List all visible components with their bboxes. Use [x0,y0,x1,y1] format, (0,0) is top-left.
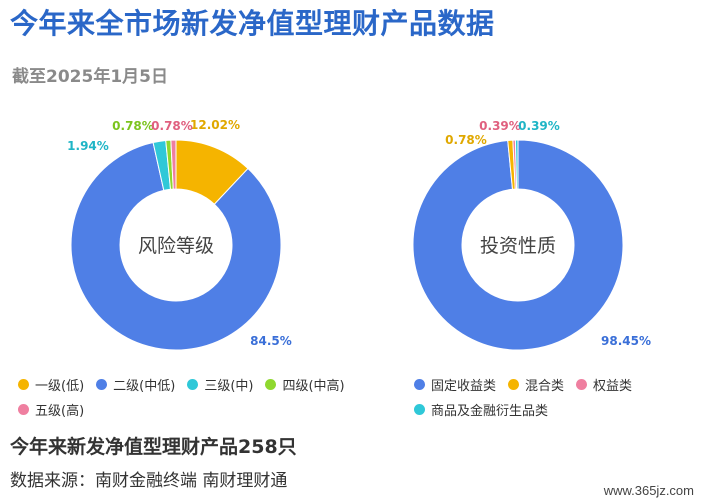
legend-dot-icon [576,379,588,390]
donut-slice [514,139,519,190]
legend-dot-icon [18,379,29,390]
donut-slice [412,139,624,351]
donut-slice [170,139,177,190]
donut-slice [70,141,282,351]
slice-data-label: 98.45% [601,334,651,348]
slice-data-label: 0.78% [112,119,154,133]
slice-data-label: 1.94% [67,139,109,153]
legend-item[interactable]: 二级(中低) [96,375,175,394]
legend-label: 四级(中高) [282,379,345,394]
risk-level-legend: 一级(低) 二级(中低) 三级(中) 四级(中高) 五级(高) [18,375,348,419]
legend-dot-icon [18,404,29,415]
legend-label: 二级(中低) [113,379,176,394]
legend-label: 固定收益类 [431,379,497,394]
investment-type-legend: 固定收益类 混合类 权益类商品及金融衍生品类 [414,375,694,419]
slice-data-label: 12.02% [190,118,240,132]
legend-dot-icon [96,379,108,390]
slice-data-label: 0.78% [151,119,193,133]
legend-dot-icon [265,379,277,390]
legend-dot-icon [414,404,425,415]
legend-dot-icon [508,379,520,390]
product-count-text: 今年来新发净值型理财产品258只 [10,436,297,458]
donut-center-label: 投资性质 [480,235,556,257]
legend-item[interactable]: 混合类 [508,375,564,394]
data-source-text: 数据来源：南财金融终端 南财理财通 [10,471,288,491]
legend-label: 三级(中) [204,379,254,394]
legend-item[interactable]: 一级(低) [18,375,84,394]
watermark-text: www.365jz.com [603,483,694,498]
legend-label: 商品及金融衍生品类 [431,404,549,419]
legend-label: 权益类 [593,379,633,394]
legend-item[interactable]: 商品及金融衍生品类 [414,400,548,419]
slice-data-label: 0.39% [479,119,521,133]
slice-data-label: 0.78% [445,133,487,147]
legend-label: 一级(低) [35,379,85,394]
slice-data-label: 0.39% [518,119,560,133]
legend-item[interactable]: 四级(中高) [265,375,345,394]
legend-item[interactable]: 权益类 [576,375,632,394]
donut-center-label: 风险等级 [138,235,214,257]
slice-data-label: 84.5% [250,334,292,348]
legend-dot-icon [187,379,199,390]
legend-item[interactable]: 三级(中) [187,375,253,394]
legend-dot-icon [414,379,425,390]
date-subtitle: 截至2025年1月5日 [12,67,168,87]
page-title: 今年来全市场新发净值型理财产品数据 [10,7,495,40]
legend-label: 五级(高) [35,404,85,419]
legend-item[interactable]: 五级(高) [18,400,84,419]
legend-item[interactable]: 固定收益类 [414,375,496,394]
legend-label: 混合类 [525,379,565,394]
